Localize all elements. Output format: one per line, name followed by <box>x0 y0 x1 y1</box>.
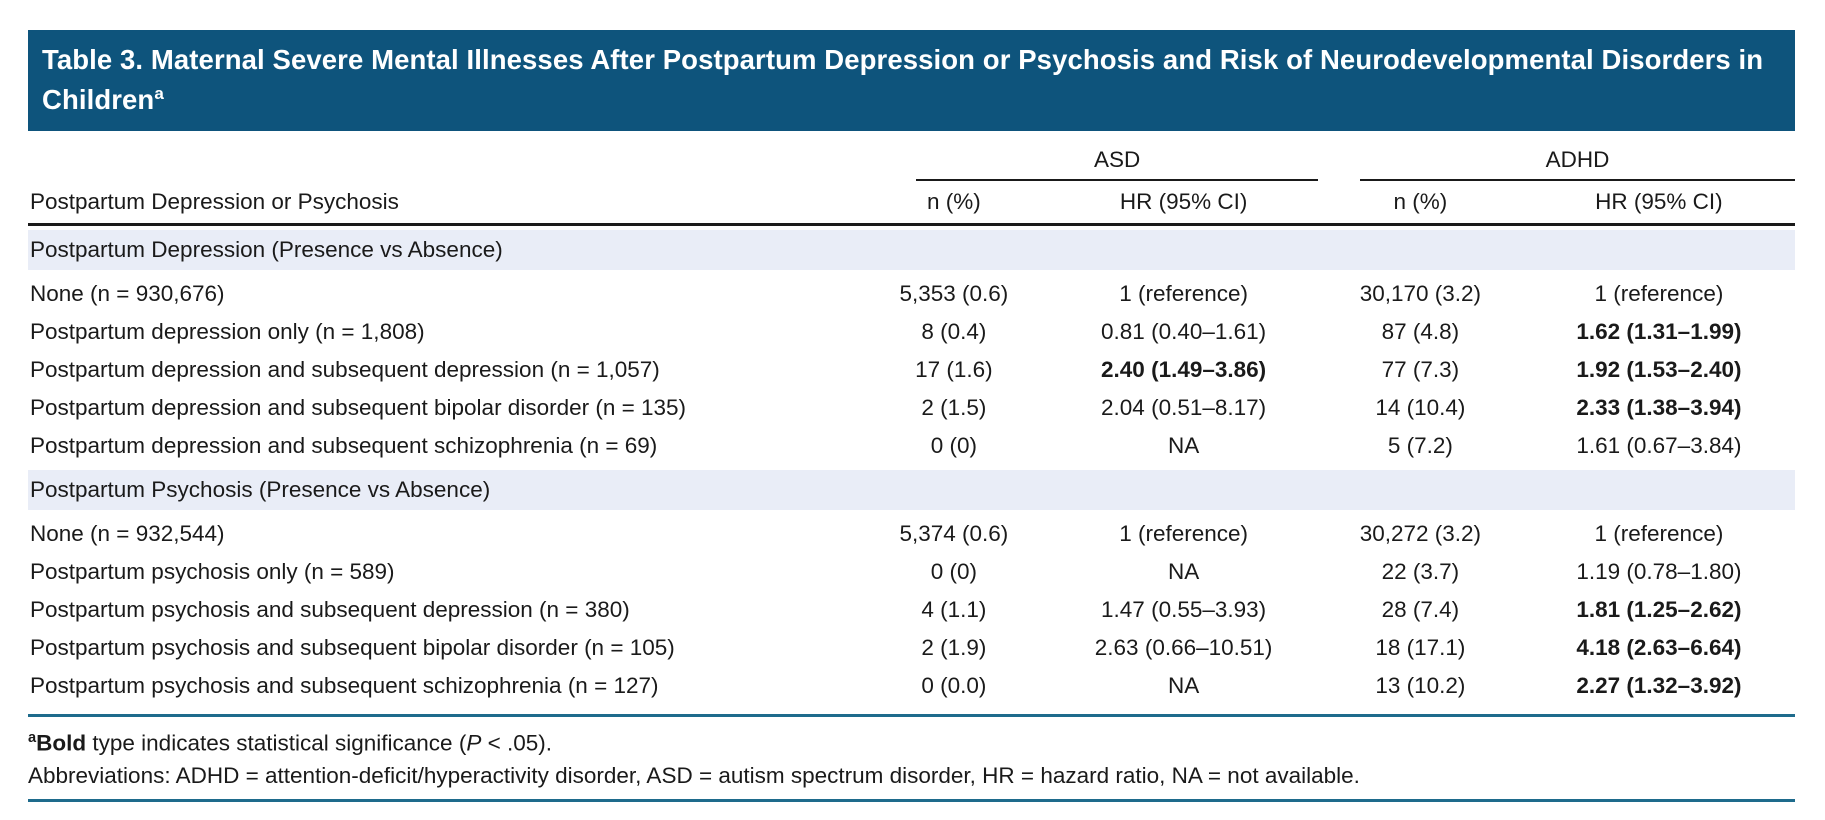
asd-n-header: n (%) <box>858 181 1050 227</box>
asd-hr-cell: 0.81 (0.40–1.61) <box>1101 318 1267 344</box>
adhd-n-cell: 30,170 (3.2) <box>1359 280 1482 306</box>
adhd-hr-cell: 1 (reference) <box>1594 520 1724 546</box>
adhd-n-cell: 77 (7.3) <box>1381 356 1460 382</box>
adhd-n-cell: 28 (7.4) <box>1381 596 1460 622</box>
section-header: Postpartum Depression (Presence vs Absen… <box>28 229 1795 270</box>
table-title-bar: Table 3. Maternal Severe Mental Illnesse… <box>28 30 1795 132</box>
table-row: Postpartum psychosis and subsequent depr… <box>28 591 1795 629</box>
section-header: Postpartum Psychosis (Presence vs Absenc… <box>28 469 1795 510</box>
group-header-asd: ASD <box>858 146 1318 182</box>
row-label: Postpartum psychosis and subsequent schi… <box>30 672 659 698</box>
section-header-row: Postpartum Psychosis (Presence vs Absenc… <box>28 469 1795 510</box>
title-footnote-marker: a <box>154 84 164 103</box>
footnote-p-italic: P <box>466 730 482 756</box>
table-row: Postpartum psychosis and subsequent schi… <box>28 667 1795 705</box>
adhd-n-cell: 14 (10.4) <box>1375 394 1466 420</box>
footnote-marker: a <box>28 729 37 746</box>
footnote-divider-rule <box>28 713 1795 717</box>
table-figure: Table 3. Maternal Severe Mental Illnesse… <box>28 30 1795 803</box>
asd-n-cell: 17 (1.6) <box>915 356 993 382</box>
adhd-n-cell: 87 (4.8) <box>1381 318 1460 344</box>
adhd-hr-cell: 1.62 (1.31–1.99) <box>1576 318 1742 344</box>
table-row: Postpartum depression only (n = 1,808) 8… <box>28 313 1795 351</box>
group-header-empty-stub <box>28 146 858 181</box>
table-row: Postpartum depression and subsequent dep… <box>28 351 1795 389</box>
asd-hr-cell: 1.47 (0.55–3.93) <box>1101 596 1267 622</box>
results-table: ASD ADHD Postpartum Depression or Psycho… <box>28 146 1795 705</box>
stub-column-header: Postpartum Depression or Psychosis <box>28 181 859 227</box>
row-label: Postpartum depression and subsequent dep… <box>30 356 660 382</box>
table-body: ASD ADHD Postpartum Depression or Psycho… <box>28 146 1795 705</box>
asd-hr-cell: 2.63 (0.66–10.51) <box>1094 634 1273 660</box>
asd-n-cell: 5,353 (0.6) <box>899 280 1009 306</box>
adhd-hr-cell: 1 (reference) <box>1594 280 1724 306</box>
group-header-adhd: ADHD <box>1318 146 1795 182</box>
asd-hr-cell: NA <box>1167 432 1200 458</box>
adhd-n-header: n (%) <box>1317 181 1523 227</box>
table-row: Postpartum depression and subsequent sch… <box>28 427 1795 465</box>
asd-hr-cell: 2.40 (1.49–3.86) <box>1101 356 1267 382</box>
row-label: Postpartum depression and subsequent sch… <box>30 432 658 458</box>
row-label: Postpartum depression only (n = 1,808) <box>30 318 425 344</box>
footnote-text: type indicates statistical significance … <box>86 730 467 756</box>
asd-n-cell: 0 (0) <box>930 558 978 584</box>
asd-n-cell: 0 (0.0) <box>921 672 987 698</box>
asd-n-cell: 2 (1.9) <box>921 634 987 660</box>
table-row: Postpartum depression and subsequent bip… <box>28 389 1795 427</box>
asd-hr-cell: NA <box>1167 558 1200 584</box>
bottom-rule <box>28 799 1795 803</box>
asd-n-cell: 5,374 (0.6) <box>899 520 1009 546</box>
table-row: None (n = 932,544) 5,374 (0.6) 1 (refere… <box>28 515 1795 553</box>
adhd-hr-cell: 1.92 (1.53–2.40) <box>1576 356 1742 382</box>
adhd-hr-cell: 2.27 (1.32–3.92) <box>1576 672 1742 698</box>
asd-hr-cell: 1 (reference) <box>1119 520 1248 546</box>
table-row: Postpartum psychosis and subsequent bipo… <box>28 629 1795 667</box>
adhd-n-cell: 13 (10.2) <box>1375 672 1466 698</box>
row-label: None (n = 932,544) <box>30 520 225 546</box>
adhd-group-label: ADHD <box>1359 146 1795 182</box>
footnote-significance: aBold type indicates statistical signifi… <box>28 722 1795 760</box>
asd-hr-cell: NA <box>1167 672 1200 698</box>
asd-n-cell: 4 (1.1) <box>921 596 987 622</box>
group-header-row: ASD ADHD <box>28 146 1795 182</box>
adhd-n-cell: 22 (3.7) <box>1381 558 1460 584</box>
adhd-hr-header: HR (95% CI) <box>1522 181 1795 227</box>
adhd-hr-cell: 1.19 (0.78–1.80) <box>1576 558 1742 584</box>
row-label: None (n = 930,676) <box>30 280 225 306</box>
footnote-text-end: < .05). <box>481 730 552 756</box>
footnote-bold-word: Bold <box>36 730 87 756</box>
asd-hr-cell: 2.04 (0.51–8.17) <box>1101 394 1267 420</box>
adhd-hr-cell: 2.33 (1.38–3.94) <box>1576 394 1742 420</box>
footnote-abbreviations: Abbreviations: ADHD = attention-deficit/… <box>28 763 1360 789</box>
row-label: Postpartum psychosis and subsequent depr… <box>30 596 630 622</box>
table-row: None (n = 930,676) 5,353 (0.6) 1 (refere… <box>28 275 1795 313</box>
asd-n-cell: 2 (1.5) <box>921 394 987 420</box>
table-title: Table 3. Maternal Severe Mental Illnesse… <box>42 44 1764 116</box>
adhd-hr-cell: 4.18 (2.63–6.64) <box>1576 634 1742 660</box>
adhd-n-cell: 30,272 (3.2) <box>1359 520 1482 546</box>
row-label: Postpartum depression and subsequent bip… <box>30 394 687 420</box>
column-header-row: Postpartum Depression or Psychosis n (%)… <box>28 181 1795 227</box>
adhd-hr-cell: 1.61 (0.67–3.84) <box>1576 432 1742 458</box>
row-label: Postpartum psychosis only (n = 589) <box>30 558 395 584</box>
asd-n-cell: 8 (0.4) <box>921 318 987 344</box>
table-row: Postpartum psychosis only (n = 589) 0 (0… <box>28 553 1795 591</box>
asd-hr-cell: 1 (reference) <box>1119 280 1248 306</box>
asd-n-cell: 0 (0) <box>930 432 978 458</box>
section-header-row: Postpartum Depression (Presence vs Absen… <box>28 229 1795 270</box>
adhd-n-cell: 18 (17.1) <box>1375 634 1466 660</box>
footnotes: aBold type indicates statistical signifi… <box>28 722 1795 793</box>
asd-hr-header: HR (95% CI) <box>1049 181 1318 227</box>
adhd-n-cell: 5 (7.2) <box>1387 432 1453 458</box>
adhd-hr-cell: 1.81 (1.25–2.62) <box>1576 596 1742 622</box>
asd-group-label: ASD <box>916 146 1318 182</box>
row-label: Postpartum psychosis and subsequent bipo… <box>30 634 675 660</box>
